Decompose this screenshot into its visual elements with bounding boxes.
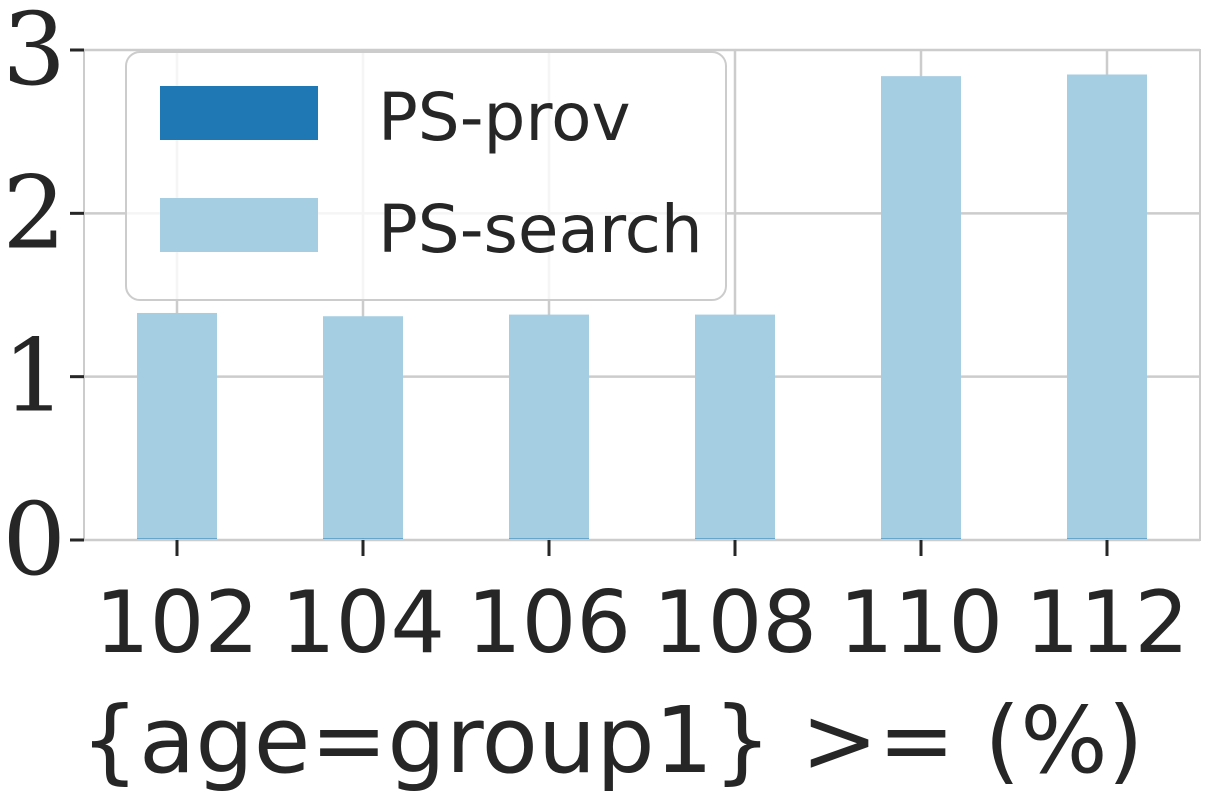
bar-ps-search xyxy=(509,314,589,539)
x-axis-label: {age=group1} >= (%) xyxy=(80,687,1143,794)
legend-swatch-ps-prov xyxy=(160,86,318,140)
legend: PS-prov PS-search xyxy=(125,51,727,301)
x-tick-label: 112 xyxy=(1025,573,1189,673)
bar-ps-search xyxy=(1067,74,1147,539)
x-tick-label: 102 xyxy=(95,573,259,673)
legend-label-ps-search: PS-search xyxy=(378,191,703,268)
bar-ps-search xyxy=(881,76,961,539)
bars xyxy=(137,74,1147,540)
y-tick-label: 3 xyxy=(2,0,66,108)
bar-ps-search xyxy=(695,314,775,539)
y-tick-label: 2 xyxy=(2,154,66,271)
axis-ticks: 0 1 2 3 102 104 106 108 110 112 xyxy=(2,0,1189,673)
x-tick-label: 106 xyxy=(467,573,631,673)
x-tick-label: 104 xyxy=(281,573,445,673)
x-tick-label: 108 xyxy=(653,573,817,673)
y-tick-label: 0 xyxy=(2,481,66,598)
bar-ps-search xyxy=(323,316,403,539)
legend-swatch-ps-search xyxy=(160,198,318,252)
bar-ps-search xyxy=(137,312,217,539)
y-tick-label: 1 xyxy=(2,318,66,435)
legend-label-ps-prov: PS-prov xyxy=(378,79,631,156)
x-tick-label: 110 xyxy=(839,573,1003,673)
plot-frame xyxy=(83,49,1201,541)
